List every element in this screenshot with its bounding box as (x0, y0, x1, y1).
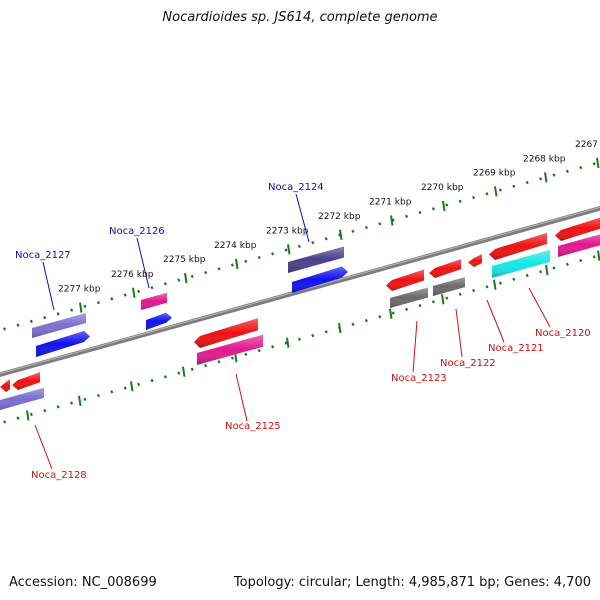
tick-label: 2270 kbp (421, 183, 464, 193)
major-tick (26, 410, 30, 421)
tick-label: 2273 kbp (266, 226, 309, 236)
tick-label: 2268 kbp (523, 154, 566, 164)
leader-line (136, 237, 150, 289)
gene-noca-2123-b (390, 287, 428, 308)
gene-noca-2122-b (433, 277, 465, 296)
inner-tick-ring (3, 255, 596, 424)
gene-label: Noca_2127 (15, 250, 71, 261)
major-tick (544, 172, 548, 183)
leader-line (528, 287, 551, 328)
tick-label: 2269 kbp (473, 168, 516, 178)
gene-noca-2120-b (558, 234, 600, 257)
gene-label: Noca_2123 (391, 373, 447, 384)
gene-label: Noca_2122 (440, 358, 496, 369)
gene-label: Noca_2121 (488, 343, 544, 354)
leader-line (34, 424, 53, 470)
gene-noca-2121-b (489, 232, 547, 260)
tick-label: 2274 kbp (214, 241, 257, 251)
leader-line (486, 299, 505, 343)
gene-noca-2124-b (292, 266, 348, 293)
gene-label: Noca_2128 (31, 470, 87, 481)
gene-noca-2127-b (36, 331, 90, 357)
major-tick (596, 157, 600, 168)
tick-label: 2275 kbp (163, 255, 206, 265)
gene-noca-2128-c (12, 372, 40, 390)
major-tick (494, 186, 498, 197)
gene-noca-2126-b (146, 312, 172, 330)
gene-label: Noca_2126 (109, 226, 165, 237)
gene-noca-2128-b (0, 379, 10, 392)
major-tick (78, 395, 82, 407)
major-tick (182, 366, 186, 377)
leader-line (295, 193, 310, 243)
gene-label: Noca_2120 (535, 328, 591, 339)
major-tick (545, 264, 549, 276)
major-tick (184, 273, 188, 284)
tick-label: 2276 kbp (111, 270, 154, 280)
tick-rings (3, 157, 600, 424)
tick-label: 2277 kbp (58, 285, 101, 295)
major-tick (442, 200, 446, 212)
gene-noca-2125-b (197, 334, 263, 365)
gene-noca-2121-a (468, 254, 482, 267)
label-leaders (34, 193, 551, 470)
major-tick (130, 381, 134, 392)
leader-line (42, 261, 55, 311)
leader-line (235, 373, 248, 422)
gene-label: Noca_2124 (268, 182, 324, 193)
major-tick (338, 322, 342, 334)
map-title: Nocardioides sp. JS614, complete genome (162, 10, 438, 25)
tick-label: 2271 kbp (369, 198, 412, 208)
tick-label: 2267 kbp (575, 140, 600, 150)
gene-noca-2124-a (288, 246, 344, 273)
accession-text: Accession: NC_008699 (9, 575, 157, 590)
major-tick (132, 287, 136, 298)
outer-tick-ring (3, 162, 596, 331)
genome-summary-text: Topology: circular; Length: 4,985,871 bp… (233, 575, 591, 590)
gene-noca-2121-c (492, 249, 550, 278)
major-tick (597, 250, 600, 261)
major-tick (235, 258, 239, 270)
major-tick (286, 337, 290, 348)
major-tick (390, 215, 394, 226)
genome-backbone (0, 206, 600, 377)
gene-noca-2127-a (32, 313, 86, 338)
gene-label: Noca_2125 (225, 421, 281, 432)
leader-line (412, 320, 418, 373)
gene-features (0, 217, 600, 410)
gene-noca-2126-a (141, 292, 167, 310)
major-tick (79, 302, 83, 313)
gene-noca-2125-a (194, 318, 258, 348)
gene-noca-2122-a (429, 259, 461, 278)
major-tick (339, 229, 343, 240)
major-tick (441, 294, 445, 305)
major-tick (287, 244, 291, 255)
gene-noca-2128-a (0, 387, 44, 410)
leader-line (455, 308, 463, 358)
major-tick (389, 308, 393, 319)
major-tick (493, 279, 497, 290)
gene-noca-2120-a (555, 217, 600, 241)
gene-noca-2123-a (386, 269, 424, 291)
labels: 2267 kbp 2268 kbp 2269 kbp 2270 kbp 2271 kbp… (15, 140, 600, 481)
tick-label: 2272 kbp (318, 212, 361, 222)
